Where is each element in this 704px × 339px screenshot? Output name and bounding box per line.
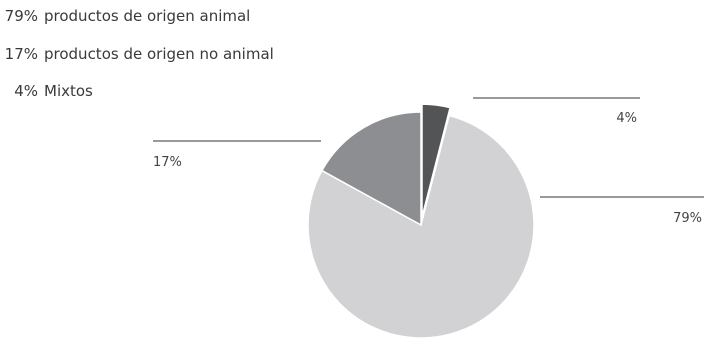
pie-slice-mixtos xyxy=(421,103,452,218)
pie-slice-no-animal xyxy=(320,111,422,227)
leader-lines xyxy=(153,97,704,198)
data-label-mixtos: 4% xyxy=(616,111,637,126)
legend-label: productos de origen no animal xyxy=(44,45,274,63)
legend-item-mixtos: 4% Mixtos xyxy=(0,82,93,100)
legend-pct: 17% xyxy=(4,45,38,63)
pie-slices xyxy=(307,103,535,339)
legend-item-no-animal: 17% productos de origen no animal xyxy=(0,45,274,63)
legend-pct: 79% xyxy=(4,7,38,25)
legend-pct: 4% xyxy=(14,82,38,100)
data-label-animal: 79% xyxy=(673,211,702,226)
legend-label: productos de origen animal xyxy=(44,7,251,25)
data-label-no-animal: 17% xyxy=(153,155,182,170)
pie-slice-animal xyxy=(307,114,535,339)
legend-label: Mixtos xyxy=(44,82,93,100)
legend-item-animal: 79% productos de origen animal xyxy=(0,7,251,25)
data-labels: 79% 17% 4% xyxy=(153,111,702,226)
